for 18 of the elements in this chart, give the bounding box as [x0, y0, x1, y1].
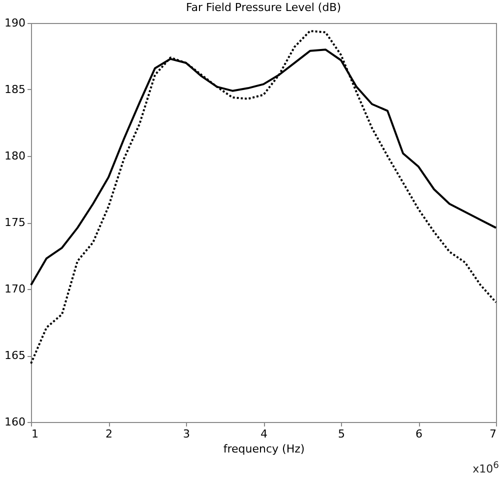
y-tick-label: 190 — [4, 16, 26, 30]
y-tick-label: 160 — [4, 416, 26, 428]
line-series — [30, 30, 497, 364]
chart-title: Far Field Pressure Level (dB) — [186, 1, 342, 14]
y-tick-label: 175 — [4, 216, 26, 229]
y-tick-label: 185 — [4, 83, 26, 96]
x-tick-label: 3 — [183, 428, 190, 440]
x-tick-label: 5 — [338, 428, 345, 440]
x-tick-label: 6 — [416, 428, 422, 440]
x-tick-label: 2 — [106, 428, 112, 440]
x-axis-title: frequency (Hz) — [223, 442, 305, 456]
x-tick-label: 4 — [260, 428, 268, 440]
y-tick-label: 165 — [4, 349, 26, 362]
x-tick-label: 7 — [490, 428, 496, 440]
text: x10$^{6}$ — [472, 460, 499, 476]
x-tick-label: 1 — [32, 428, 38, 440]
y-tick-label: 180 — [4, 150, 26, 162]
y-tick-label: 170 — [4, 282, 26, 296]
